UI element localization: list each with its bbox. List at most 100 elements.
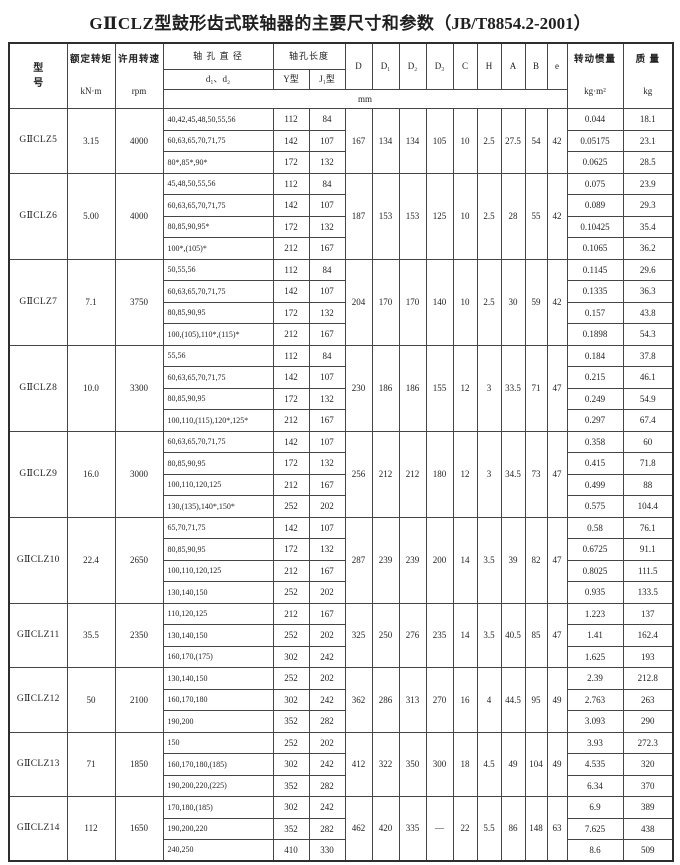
col-header-D3: D₃ [425,42,454,90]
bore-diameters-cell: 130,(135),140*,150* [162,495,274,518]
length-j1-cell: 167 [308,473,346,496]
mass-cell: 137 [622,602,674,625]
bore-diameters-cell: 55,56 [162,344,274,367]
speed-cell: 3000 [114,430,164,518]
dim-C-cell: 12 [452,344,478,432]
model-cell: GⅡCLZ9 [8,430,68,518]
mass-cell: 23.1 [622,129,674,152]
dim-D3-cell: 125 [425,172,454,260]
dim-D3-cell: — [425,796,454,862]
inertia-cell: 0.184 [566,344,624,367]
length-y-cell: 112 [272,344,310,367]
mass-cell: 36.3 [622,280,674,303]
mass-cell: 35.4 [622,215,674,238]
col-header-D2: D₂ [398,42,427,90]
dim-D3-cell: 105 [425,108,454,174]
bore-diameters-cell: 60,63,65,70,71,75 [162,194,274,217]
torque-cell: 71 [66,731,116,797]
dim-H-cell: 3.5 [476,602,502,668]
dim-A-cell: 86 [500,796,526,862]
bore-diameters-cell: 100,(105),110*,(115)* [162,323,274,346]
length-j1-cell: 202 [308,495,346,518]
length-y-cell: 112 [272,108,310,131]
inertia-cell: 0.089 [566,194,624,217]
torque-cell: 35.5 [66,602,116,668]
bore-diameters-cell: 130,140,150 [162,624,274,647]
bore-diameters-cell: 60,63,65,70,71,75 [162,129,274,152]
length-y-cell: 212 [272,602,310,625]
speed-label: 许用转速 [117,55,160,66]
dim-C-cell: 14 [452,516,478,604]
table-row: GⅡCLZ13 71 1850 150 252 202 412 322 350 300 18 4.5 4… [8,731,674,797]
dim-D1-cell: 153 [371,172,400,260]
mass-cell: 67.4 [622,409,674,432]
col-header-length-y: Y型 [272,69,310,90]
speed-unit: rpm [131,86,147,97]
length-y-cell: 302 [272,796,310,819]
dim-D2-cell: 239 [398,516,427,604]
length-y-cell: 172 [272,151,310,174]
length-j1-cell: 202 [308,624,346,647]
length-j1-cell: 107 [308,516,346,539]
dim-H-cell: 3.5 [476,516,502,604]
col-header-mass: 质 量 kg [622,42,674,109]
length-j1-cell: 242 [308,753,346,776]
inertia-cell: 6.34 [566,774,624,797]
speed-cell: 3300 [114,344,164,432]
length-j1-cell: 282 [308,817,346,840]
dim-D-cell: 412 [344,731,373,797]
table-header: 型号 额定转矩 kN·m 许用转速 rpm 轴 孔 直 径 轴孔长度 D [8,42,674,109]
inertia-cell: 1.41 [566,624,624,647]
length-j1-cell: 84 [308,108,346,131]
inertia-cell: 7.625 [566,817,624,840]
length-y-cell: 302 [272,688,310,711]
dim-H-cell: 4.5 [476,731,502,797]
col-header-H: H [476,42,502,90]
length-j1-cell: 202 [308,667,346,690]
bore-diameters-cell: 240,250 [162,839,274,862]
bore-diameters-cell: 60,63,65,70,71,75 [162,430,274,453]
mass-cell: 111.5 [622,559,674,582]
model-cell: GⅡCLZ13 [8,731,68,797]
model-cell: GⅡCLZ12 [8,667,68,733]
col-header-torque: 额定转矩 kN·m [66,42,116,109]
length-y-cell: 172 [272,452,310,475]
length-j1-cell: 107 [308,280,346,303]
length-y-cell: 302 [272,753,310,776]
inertia-cell: 0.249 [566,387,624,410]
torque-cell: 5.00 [66,172,116,260]
col-header-D1: D₁ [371,42,400,90]
col-header-A: A [500,42,526,90]
mass-cell: 438 [622,817,674,840]
mass-cell: 104.4 [622,495,674,518]
length-y-cell: 212 [272,559,310,582]
dim-H-cell: 3 [476,430,502,518]
page-title: GⅡCLZ型鼓形齿式联轴器的主要尺寸和参数（JB/T8854.2-2001） [8,9,672,34]
mass-cell: 509 [622,839,674,862]
page-title-main: GⅡCLZ型鼓形齿式联轴器的主要尺寸和参数 [89,14,435,33]
inertia-cell: 6.9 [566,796,624,819]
length-j1-cell: 132 [308,301,346,324]
dim-D-cell: 230 [344,344,373,432]
table-row: 160,170,(175) 302 242 1.625 193 [9,645,674,668]
speed-cell: 1850 [114,731,164,797]
inertia-cell: 0.499 [566,473,624,496]
dim-B-cell: 54 [524,108,548,174]
inertia-cell: 1.223 [566,602,624,625]
length-j1-cell: 107 [308,366,346,389]
dim-e-cell: 47 [546,602,568,668]
col-header-length: 轴孔长度 [272,42,346,70]
dim-D3-cell: 200 [425,516,454,604]
mass-cell: 71.8 [622,452,674,475]
dim-e-cell: 47 [546,344,568,432]
dim-D3-cell: 180 [425,430,454,518]
table-row: GⅡCLZ10 22.4 2650 65,70,71,75 142 107 287 239 23… [8,516,674,604]
inertia-label: 转动惯量 [574,55,617,66]
torque-cell: 7.1 [66,258,116,346]
mass-cell: 29.6 [622,258,674,281]
length-j1-cell: 202 [308,731,346,754]
length-j1-cell: 282 [308,774,346,797]
unit-row-mm: mm [162,89,568,109]
dim-C-cell: 10 [452,258,478,346]
inertia-unit: kg·m² [584,86,606,97]
